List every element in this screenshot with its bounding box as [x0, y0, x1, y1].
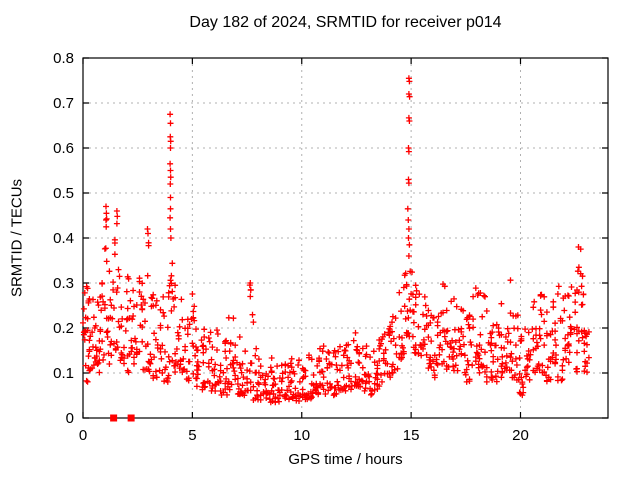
zero-value-marker	[127, 414, 135, 422]
y-tick-label: 0.5	[53, 185, 74, 202]
axis-ticks	[82, 57, 608, 419]
y-tick-label: 0.3	[53, 275, 74, 292]
y-tick-label: 0.4	[53, 230, 74, 247]
x-tick-label: 5	[188, 427, 196, 444]
x-tick-label: 10	[293, 427, 310, 444]
y-tick-label: 0	[66, 410, 74, 427]
y-tick-label: 0.7	[53, 95, 74, 112]
y-tick-label: 0.2	[53, 320, 74, 337]
y-tick-label: 0.8	[53, 50, 74, 67]
chart-title: Day 182 of 2024, SRMTID for receiver p01…	[189, 14, 502, 31]
x-tick-label: 15	[403, 427, 420, 444]
y-tick-label: 0.1	[53, 365, 74, 382]
scatter-points	[80, 75, 592, 406]
zero-value-marker	[110, 414, 118, 422]
x-axis-label: GPS time / hours	[288, 451, 403, 468]
y-tick-label: 0.6	[53, 140, 74, 157]
x-tick-label: 20	[512, 427, 529, 444]
x-tick-label: 0	[79, 427, 87, 444]
